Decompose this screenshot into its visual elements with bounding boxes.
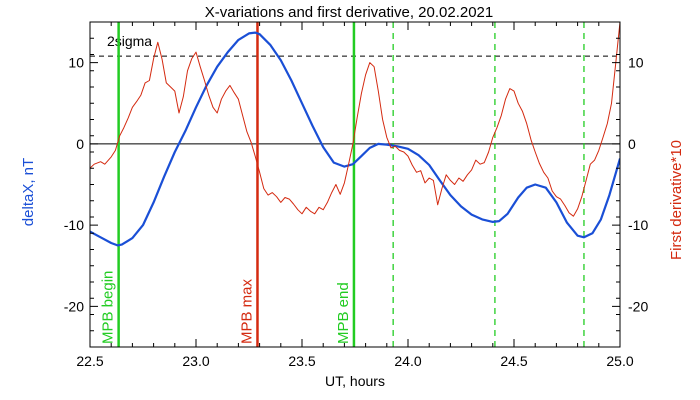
y-tick-label-left: 0 [76, 136, 84, 152]
y-tick-label-right: 10 [628, 55, 644, 71]
threshold-label: 2sigma [107, 33, 152, 49]
y-axis-label-right: First derivative*10 [668, 140, 685, 260]
y-tick-label-left: 10 [68, 55, 84, 71]
series-line-deltaX [90, 31, 620, 247]
series-line-derivative [90, 22, 620, 217]
y-axis-label-left: deltaX, nT [20, 158, 37, 226]
y-tick-label-right: 0 [628, 136, 636, 152]
plot-frame [89, 21, 621, 348]
y-tick-label-right: -20 [628, 298, 648, 314]
x-tick-label: 22.5 [76, 353, 103, 369]
x-tick-label: 23.5 [288, 353, 315, 369]
marker-label-2: MPB max [238, 278, 255, 344]
y-tick-label-right: -10 [628, 217, 648, 233]
chart-title: X-variations and first derivative, 20.02… [205, 4, 494, 21]
x-tick-label: 23.0 [182, 353, 209, 369]
x-tick-label: 25.0 [606, 353, 633, 369]
marker-label-1: MPB begin [100, 271, 117, 344]
y-tick-label-left: -10 [64, 217, 84, 233]
x-axis-label: UT, hours [325, 373, 385, 389]
y-tick-label-left: -20 [64, 298, 84, 314]
x-tick-label: 24.0 [394, 353, 421, 369]
marker-label-3: MPB end [335, 282, 352, 344]
x-tick-label: 24.5 [500, 353, 527, 369]
